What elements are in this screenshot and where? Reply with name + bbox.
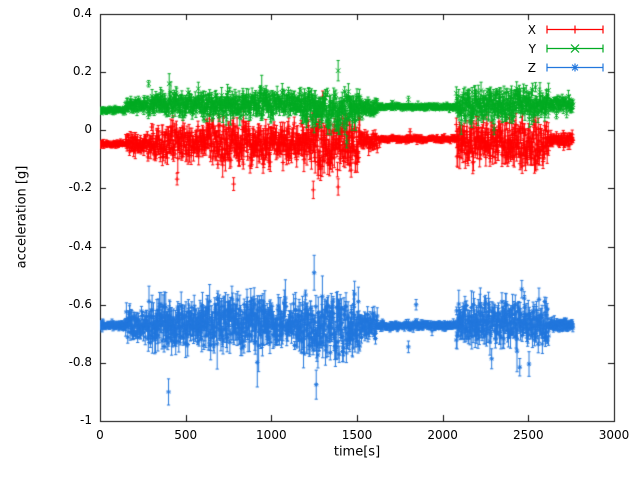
x-tick-label: 2500: [513, 428, 544, 442]
legend-entry-z: Z: [468, 58, 604, 77]
y-tick-label: 0.2: [72, 64, 92, 79]
y-tick-label: -0.6: [68, 296, 92, 311]
legend-sample-asterisk-icon: [546, 63, 604, 72]
y-tick-label: -1: [80, 413, 92, 427]
y-tick-label: 0: [84, 122, 92, 137]
x-tick-label: 0: [96, 428, 104, 442]
x-tick-label: 3000: [598, 428, 630, 442]
legend-label: Y: [528, 41, 536, 56]
x-tick-label: 1500: [341, 428, 373, 442]
legend-sample-cross-icon: [546, 44, 604, 53]
legend-label: Z: [527, 60, 536, 75]
y-axis-label: acceleration [g]: [14, 165, 30, 269]
y-tick-label: 0.4: [72, 6, 92, 20]
x-tick-label: 500: [174, 428, 198, 442]
x-tick-label: 1000: [256, 428, 287, 442]
y-tick-label: -0.2: [68, 180, 92, 195]
y-tick-label: -0.4: [68, 238, 92, 253]
y-tick-label: -0.8: [68, 354, 92, 369]
x-tick-label: 2000: [427, 428, 458, 442]
legend-entry-x: X: [468, 20, 604, 39]
legend-sample-plus-icon: [546, 25, 604, 34]
legend-entry-y: Y: [468, 39, 604, 58]
legend-label: X: [527, 22, 536, 37]
x-axis-label: time[s]: [333, 444, 381, 460]
